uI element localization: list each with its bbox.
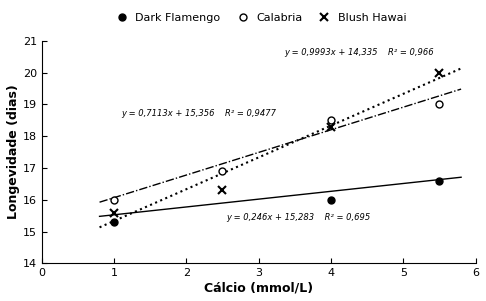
Y-axis label: Longevidade (dias): Longevidade (dias)	[7, 85, 20, 219]
Text: y = 0,7113x + 15,356    R² = 0,9477: y = 0,7113x + 15,356 R² = 0,9477	[121, 109, 276, 117]
Text: y = 0,9993x + 14,335    R² = 0,966: y = 0,9993x + 14,335 R² = 0,966	[284, 48, 434, 57]
Legend: Dark Flamengo, Calabria, Blush Hawai: Dark Flamengo, Calabria, Blush Hawai	[106, 8, 411, 27]
X-axis label: Cálcio (mmol/L): Cálcio (mmol/L)	[204, 281, 313, 294]
Text: y = 0,246x + 15,283    R² = 0,695: y = 0,246x + 15,283 R² = 0,695	[226, 213, 370, 222]
